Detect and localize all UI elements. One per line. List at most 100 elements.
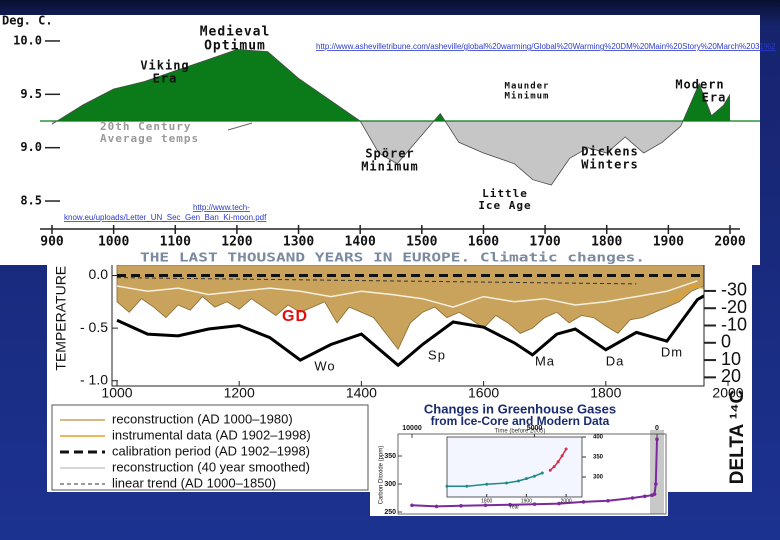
x-tick-label: 1800 xyxy=(591,235,622,250)
annotation: Spörer xyxy=(365,147,414,161)
data-point xyxy=(445,484,449,488)
data-point xyxy=(606,499,610,503)
y2-tick-label: -20 xyxy=(721,297,747,317)
warm-area xyxy=(52,49,730,121)
legend-label: linear trend (AD 1000–1850) xyxy=(112,475,276,490)
chart-title: Changes in Greenhouse Gases xyxy=(424,401,616,416)
data-point xyxy=(560,454,564,458)
data-point xyxy=(630,496,635,500)
series-line xyxy=(116,294,704,368)
y-tick-label: 8.5 xyxy=(20,194,42,208)
y2-tick-label: -30 xyxy=(721,280,747,300)
y-tick-label: 9.0 xyxy=(20,140,42,154)
data-point xyxy=(557,501,561,506)
x-tick-label: 5000 xyxy=(527,425,543,432)
legend-label: reconstruction (AD 1000–1980) xyxy=(112,411,293,426)
data-point xyxy=(653,482,658,486)
source-link: http://www.tech- xyxy=(193,203,250,212)
y-axis-label: Carbon Dioxide (ppm) xyxy=(379,446,385,505)
annotation: Ma xyxy=(535,353,555,368)
annotation: Era xyxy=(153,72,178,86)
y2-tick-label: 10 xyxy=(721,349,741,369)
y-tick-label: 300 xyxy=(384,481,396,488)
y-tick-label: 350 xyxy=(593,455,604,461)
data-point xyxy=(581,500,586,504)
source-link: http://www.ashevilletribune.com/ashevill… xyxy=(316,42,776,51)
x-tick-label: 1400 xyxy=(345,235,376,250)
annotation: Da xyxy=(606,353,625,368)
x-tick-label: 1700 xyxy=(529,235,560,250)
chart-subtitle: from Ice-Core and Modern Data xyxy=(431,414,610,428)
x-tick-label: 1300 xyxy=(283,235,314,250)
europe-chart: 900 1000 1100 1200 1300 1400 1500 1600 1700 1800 1… xyxy=(0,14,776,265)
annotation: Maunder xyxy=(505,82,550,92)
annotation: GD xyxy=(282,308,308,325)
data-point xyxy=(505,481,509,485)
x-tick-label: 2000 xyxy=(712,385,743,401)
annotation: Optimum xyxy=(204,39,266,54)
y2-axis-label: DELTA ¹⁴C xyxy=(727,389,748,484)
x-tick-label: 1800 xyxy=(481,498,492,504)
annotation: Viking xyxy=(140,59,189,73)
annotation: Minimum xyxy=(505,91,550,102)
legend-label: reconstruction (40 year smoothed) xyxy=(112,459,310,474)
series-line xyxy=(116,277,637,285)
inset-frame xyxy=(446,436,583,498)
annotation: Dm xyxy=(661,344,683,359)
annotation: Wo xyxy=(314,358,335,373)
caption: THE LAST THOUSAND YEARS IN EUROPE. Clima… xyxy=(140,251,645,265)
data-point xyxy=(459,504,463,508)
series-area xyxy=(116,265,704,350)
x-tick-label: 1600 xyxy=(468,385,499,401)
y-tick-label: - 0.5 xyxy=(80,319,108,335)
data-point xyxy=(556,460,560,464)
y2-tick-label: 20 xyxy=(721,366,741,386)
x-axis-label: Year xyxy=(509,504,519,510)
y-axis-label: Deg. C. xyxy=(2,14,53,28)
y2-tick-label: 0 xyxy=(721,332,731,352)
y-axis-label: TEMPERATURE A xyxy=(53,253,69,371)
x-tick-label: 1500 xyxy=(406,235,437,250)
legend-box xyxy=(51,404,369,491)
x-tick-label: 2000 xyxy=(714,235,745,250)
x-tick-label: 0 xyxy=(655,425,659,432)
annotation: Minimum xyxy=(361,160,419,174)
annotation: Sp xyxy=(428,347,446,362)
annotation: 20th Century xyxy=(100,120,191,133)
legend-label: calibration period (AD 1902–1998) xyxy=(112,443,310,458)
data-point xyxy=(548,468,552,472)
series-line xyxy=(116,280,698,308)
y-tick-label: 250 xyxy=(384,509,396,516)
data-point xyxy=(508,502,512,507)
x-tick-label: 10000 xyxy=(402,425,422,432)
data-point xyxy=(552,465,556,469)
arrow xyxy=(227,122,253,131)
data-point xyxy=(516,479,520,483)
annotation: Medieval xyxy=(200,25,271,40)
data-point xyxy=(434,504,439,509)
data-point xyxy=(485,482,489,486)
data-point xyxy=(655,437,659,442)
y-tick-label: 350 xyxy=(384,453,396,460)
x-tick-label: 1200 xyxy=(224,385,255,401)
plot-frame xyxy=(397,433,667,515)
data-point xyxy=(483,503,488,508)
chart-note: Time (before 2005) xyxy=(495,429,546,435)
x-tick-label: 1800 xyxy=(590,385,621,401)
data-point xyxy=(532,474,536,478)
data-point xyxy=(540,471,544,475)
x-tick-label: 1100 xyxy=(160,235,191,250)
annotation: Winters xyxy=(581,158,639,172)
legend-label: instrumental data (AD 1902–1998) xyxy=(112,427,311,442)
x-tick-label: 1000 xyxy=(101,385,132,401)
temperature-line xyxy=(51,49,731,186)
x-tick-label: 1600 xyxy=(468,235,499,250)
annotation: Era xyxy=(702,91,727,105)
y-tick-label: 0.0 xyxy=(89,266,109,282)
data-point xyxy=(524,477,528,481)
data-point xyxy=(410,503,414,508)
y2-tick-label: -10 xyxy=(721,314,747,334)
